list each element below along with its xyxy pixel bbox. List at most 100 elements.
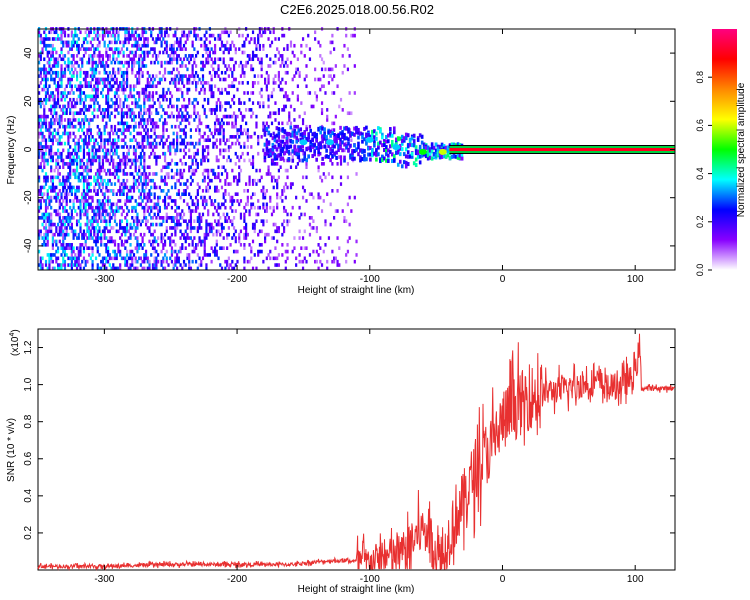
spectrogram-cell xyxy=(229,219,232,223)
spectrogram-cell xyxy=(213,141,217,146)
spectrogram-cell xyxy=(182,74,186,78)
spectrogram-cell xyxy=(174,30,177,35)
spectrogram-cell xyxy=(151,74,155,78)
spectrogram-cell xyxy=(58,263,61,267)
spectrogram-cell xyxy=(333,91,336,95)
spectrogram-cell xyxy=(39,81,42,85)
spectrogram-cell xyxy=(119,67,122,72)
spectrogram-cell xyxy=(74,175,77,180)
spectrogram-cell xyxy=(75,236,79,240)
spectrogram-cell xyxy=(108,135,111,139)
spectrogram-cell xyxy=(198,114,201,119)
spectrogram-cell xyxy=(258,205,262,210)
spectrogram-cell xyxy=(55,162,58,166)
spectrogram-cell xyxy=(238,175,241,180)
spectrogram-cell xyxy=(351,33,355,38)
spectrogram-cell xyxy=(238,97,241,102)
spectrogram-cell xyxy=(317,168,320,173)
spectrogram-cell xyxy=(136,81,139,85)
spectrogram-cell xyxy=(181,243,184,247)
spectrogram-cell xyxy=(84,138,87,143)
spectrogram-cell xyxy=(86,40,89,45)
spectrogram-cell xyxy=(170,50,174,55)
spectrogram-cell xyxy=(189,57,193,62)
spectrogram-cell xyxy=(72,172,75,176)
spectrogram-cell xyxy=(136,219,139,223)
spectrogram-cell xyxy=(86,222,89,227)
spectrogram-cell xyxy=(108,212,111,217)
spectrogram-cell xyxy=(117,104,120,109)
spectrogram-cell xyxy=(193,33,196,38)
spectrogram-cell xyxy=(100,138,103,143)
spectrogram-cell xyxy=(70,263,73,267)
spectrogram-cell xyxy=(132,178,136,183)
spectrogram-cell xyxy=(274,101,277,105)
spectrogram-cell xyxy=(148,172,151,176)
snr-xtick-label: 0 xyxy=(500,574,506,585)
spectrogram-cell xyxy=(191,64,194,68)
spectrogram-cell xyxy=(77,155,80,159)
spectrogram-cell xyxy=(389,149,392,154)
spectrogram-cell xyxy=(107,81,110,85)
spectrogram-cell xyxy=(224,47,227,51)
spectrogram-cell xyxy=(436,149,440,154)
spectrogram-cell xyxy=(107,91,110,95)
spectrogram-cell xyxy=(226,138,229,143)
spectrogram-cell xyxy=(402,136,406,141)
spectrogram-cell xyxy=(251,266,255,271)
spectrogram-cell xyxy=(456,155,460,160)
spectrogram-cell xyxy=(108,199,111,203)
spectrogram-cell xyxy=(103,178,106,183)
spectrogram-cell xyxy=(62,40,65,45)
spectrogram-cell xyxy=(77,50,80,55)
spectrogram-cell xyxy=(72,199,75,203)
spectrogram-cell xyxy=(84,97,87,102)
spectrogram-cell xyxy=(201,199,205,203)
spectrogram-cell xyxy=(232,175,236,180)
spectrogram-cell xyxy=(243,219,246,223)
spectrogram-cell xyxy=(329,222,332,227)
spectrogram-cell xyxy=(222,30,225,35)
spectrogram-cell xyxy=(60,40,63,45)
spectrogram-cell xyxy=(74,172,77,176)
spectrogram-cell xyxy=(144,145,148,149)
spectrogram-cell xyxy=(77,175,80,180)
spectrogram-cell xyxy=(113,124,117,129)
spectrogram-cell xyxy=(89,131,92,136)
spectrogram-cell xyxy=(119,40,122,45)
spectrogram-cell xyxy=(337,144,340,149)
spectrogram-cell xyxy=(331,259,334,264)
spectrogram-cell xyxy=(98,205,101,210)
spectrogram-cell xyxy=(84,212,87,217)
spectrogram-cell xyxy=(222,202,225,207)
spectrogram-cell xyxy=(456,142,460,147)
spectrogram-cell xyxy=(117,199,120,203)
spectrogram-cell xyxy=(44,202,48,207)
spectrogram-cell xyxy=(351,150,354,155)
spectrogram-cell xyxy=(91,236,94,240)
spectrogram-cell xyxy=(125,74,129,78)
spectrogram-cell xyxy=(177,124,180,129)
spectrogram-cell xyxy=(355,126,358,131)
spectrogram-cell xyxy=(198,121,201,126)
spectrogram-cell xyxy=(58,114,61,119)
spectrogram-cell xyxy=(387,139,390,144)
spectrogram-cell xyxy=(231,219,234,223)
spectrogram-cell xyxy=(115,162,118,166)
spectrogram-cell xyxy=(91,111,94,116)
spectrogram-cell xyxy=(213,246,217,250)
spectrogram-cell xyxy=(94,148,98,153)
spectrogram-cell xyxy=(141,43,144,48)
spectrogram-cell xyxy=(151,124,155,129)
spectrogram-cell xyxy=(341,70,344,75)
spectrogram-cell xyxy=(56,33,60,38)
spectrogram-cell xyxy=(150,209,153,213)
spectrogram-cell xyxy=(210,259,213,264)
spectrogram-cell xyxy=(125,37,129,41)
spectrogram-cell xyxy=(60,155,63,159)
spectrogram-cell xyxy=(65,253,68,257)
spectrogram-cell xyxy=(343,158,346,163)
spectrogram-cell xyxy=(323,131,326,136)
